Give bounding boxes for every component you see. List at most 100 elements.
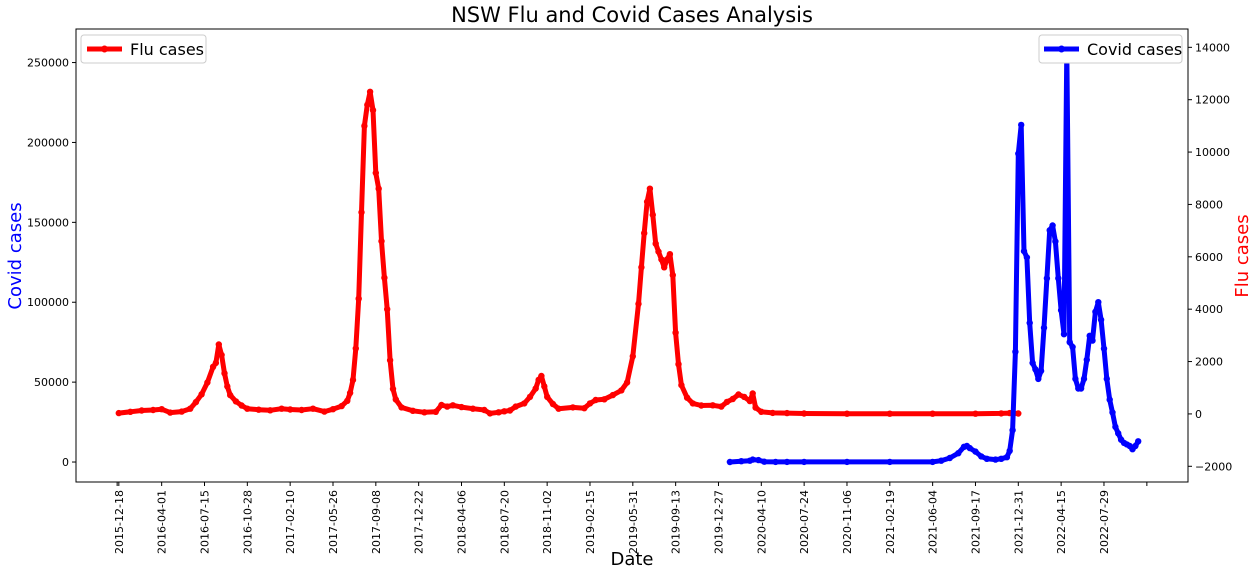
x-tick-label: 2022-04-15 bbox=[1055, 490, 1068, 554]
data-point bbox=[629, 353, 636, 360]
data-point bbox=[1006, 447, 1013, 454]
data-point bbox=[800, 458, 808, 466]
data-point bbox=[1132, 442, 1139, 450]
data-point bbox=[983, 455, 991, 462]
data-point bbox=[438, 401, 445, 409]
data-point bbox=[458, 403, 465, 411]
data-point bbox=[1086, 332, 1093, 339]
data-point bbox=[672, 329, 679, 336]
x-tick-label: 2017-09-08 bbox=[370, 490, 383, 554]
data-point bbox=[398, 404, 405, 411]
data-point bbox=[661, 264, 668, 271]
data-point bbox=[1057, 307, 1065, 314]
data-point bbox=[192, 398, 200, 406]
data-point bbox=[287, 406, 294, 413]
legend-covid: Covid cases bbox=[1038, 34, 1183, 64]
data-point bbox=[738, 458, 745, 465]
series-line bbox=[727, 47, 1141, 465]
data-point bbox=[352, 345, 359, 352]
data-point bbox=[1080, 375, 1088, 383]
data-point bbox=[329, 406, 337, 413]
data-point bbox=[227, 391, 234, 399]
data-point bbox=[1009, 426, 1016, 434]
data-point bbox=[749, 456, 756, 463]
data-point bbox=[127, 408, 134, 415]
data-point bbox=[232, 398, 240, 405]
right-axis: −2000 0 2000 4000 6000 8000 10000 12000 14000 bbox=[1188, 41, 1232, 473]
y-left-tick-label: 100000 bbox=[27, 296, 69, 309]
series-covid bbox=[726, 46, 1142, 466]
data-point bbox=[321, 408, 328, 415]
data-point bbox=[158, 406, 165, 413]
x-tick-label: 2017-02-10 bbox=[284, 490, 297, 554]
data-point bbox=[361, 122, 368, 130]
x-tick-label: 2016-07-15 bbox=[198, 490, 211, 554]
data-point bbox=[381, 274, 388, 281]
data-point bbox=[538, 372, 545, 380]
x-tick-label: 2020-11-06 bbox=[841, 490, 854, 554]
data-point bbox=[641, 230, 648, 237]
data-point bbox=[1020, 247, 1028, 255]
y-right-tick-label: 6000 bbox=[1195, 251, 1223, 264]
y-left-tick-label: 0 bbox=[62, 456, 69, 469]
data-point bbox=[718, 403, 725, 410]
data-point bbox=[646, 185, 654, 192]
y-right-tick-label: 14000 bbox=[1195, 41, 1230, 54]
data-point bbox=[204, 379, 211, 386]
data-point bbox=[709, 402, 716, 409]
x-tick-label: 2020-04-10 bbox=[755, 490, 768, 554]
y-axis-right-label: Flu cases bbox=[1232, 214, 1253, 297]
data-point bbox=[1032, 366, 1039, 373]
data-point bbox=[592, 396, 599, 404]
data-point bbox=[758, 408, 765, 415]
data-point bbox=[769, 409, 776, 417]
y-left-tick-label: 150000 bbox=[27, 216, 69, 229]
x-tick-label: 2019-05-31 bbox=[627, 490, 640, 554]
data-point bbox=[669, 271, 676, 279]
data-point bbox=[187, 405, 194, 412]
data-point bbox=[1109, 409, 1116, 416]
series-line bbox=[116, 89, 1021, 417]
data-point bbox=[1092, 308, 1099, 315]
data-point bbox=[372, 169, 379, 177]
series-flu bbox=[115, 88, 1022, 417]
data-point bbox=[1055, 275, 1062, 282]
x-axis: 2015-12-18 2016-04-01 2016-07-15 2016-10-28… bbox=[113, 482, 1148, 554]
data-point bbox=[267, 407, 274, 414]
data-point bbox=[955, 450, 962, 457]
data-point bbox=[886, 458, 893, 466]
y-right-tick-label: 12000 bbox=[1195, 94, 1230, 107]
x-tick-label: 2017-05-26 bbox=[327, 490, 340, 554]
data-point bbox=[532, 385, 539, 392]
data-point bbox=[1046, 227, 1053, 234]
data-point bbox=[338, 402, 345, 410]
y-right-tick-label: 10000 bbox=[1195, 146, 1230, 159]
x-tick-label: 2021-06-04 bbox=[927, 490, 940, 554]
data-point bbox=[224, 383, 231, 390]
data-point bbox=[1015, 410, 1022, 417]
data-point bbox=[378, 237, 385, 245]
data-point bbox=[392, 396, 399, 403]
data-point bbox=[752, 404, 759, 411]
data-point bbox=[972, 410, 979, 417]
data-point bbox=[1060, 331, 1068, 338]
data-point bbox=[506, 407, 514, 414]
legend-flu-marker bbox=[101, 45, 108, 53]
data-point bbox=[364, 101, 371, 109]
data-point bbox=[746, 397, 754, 405]
data-point bbox=[238, 402, 245, 409]
data-point bbox=[444, 403, 451, 410]
data-point bbox=[843, 458, 851, 466]
data-point bbox=[1043, 275, 1051, 282]
data-point bbox=[729, 395, 736, 403]
data-point bbox=[167, 409, 174, 416]
data-point bbox=[601, 396, 608, 403]
data-point bbox=[666, 251, 674, 258]
data-point bbox=[1015, 150, 1022, 157]
data-point bbox=[481, 406, 488, 414]
x-tick-label: 2019-09-13 bbox=[670, 490, 683, 554]
data-point bbox=[1095, 299, 1102, 306]
data-point bbox=[1089, 337, 1096, 344]
data-point bbox=[298, 406, 305, 414]
